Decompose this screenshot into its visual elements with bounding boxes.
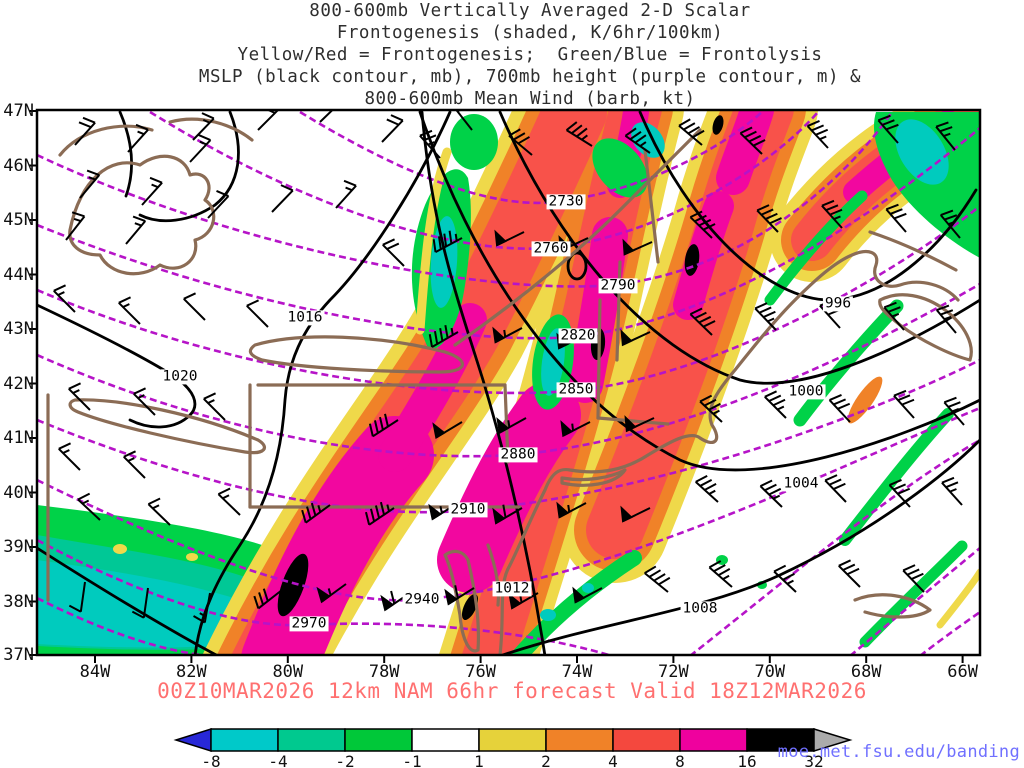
lon-label-82W: 82W [176,662,207,682]
height-contour-label-2970: 2970 [289,615,329,632]
colorbar-tick--4: -4 [268,752,288,768]
mslp-contour-label-996: 996 [822,295,854,312]
lat-label-43N: 43N [3,319,34,339]
height-contour-label-2910: 2910 [448,501,488,518]
lon-label-72W: 72W [658,662,689,682]
colorbar-tick-2: 2 [541,752,551,768]
lon-label-74W: 74W [561,662,593,682]
mslp-contour-label-1016: 1016 [285,309,325,326]
colorbar-tick--8: -8 [201,752,221,768]
height-contour-label-2880: 2880 [498,446,538,463]
chart-title-line-4: MSLP (black contour, mb), 700mb height (… [198,67,862,87]
lat-label-47N: 47N [3,101,34,121]
lon-label-84W: 84W [79,662,111,682]
lon-label-76W: 76W [465,662,496,682]
height-contour-label-2730: 2730 [546,193,586,210]
mslp-contour-label-1020: 1020 [160,368,200,385]
mslp-contour-label-1000: 1000 [786,383,826,400]
lat-label-44N: 44N [3,264,34,285]
colorbar-tick-1: 1 [474,752,484,768]
lon-label-78W: 78W [368,662,400,682]
lat-label-46N: 46N [3,155,34,176]
colorbar-tick-4: 4 [608,752,618,768]
lon-label-80W: 80W [272,662,304,682]
lat-label-42N: 42N [3,373,34,394]
lat-label-37N: 37N [3,645,34,665]
lon-label-66W: 66W [947,662,978,682]
mslp-contour-label-1012: 1012 [492,580,532,597]
mslp-contour-label-1004: 1004 [781,475,821,492]
colorbar-tick-8: 8 [675,752,685,768]
colorbar [173,727,853,753]
map-graphics [37,110,980,655]
height-contour-label-2790: 2790 [598,277,638,294]
chart-title-line-2: Frontogenesis (shaded, K/6hr/100km) [336,23,724,43]
chart-title-line-5: 800-600mb Mean Wind (barb, kt) [364,89,696,109]
height-contour-label-2760: 2760 [531,240,571,257]
lat-label-41N: 41N [3,428,34,448]
map-frame [29,108,982,663]
chart-title-line-3: Yellow/Red = Frontogenesis; Green/Blue =… [237,45,823,65]
colorbar-tick--1: -1 [402,752,422,768]
colorbar-tick--2: -2 [335,752,355,768]
lat-label-38N: 38N [3,591,34,612]
forecast-caption: 00Z10MAR2026 12km NAM 66hr forecast Vali… [157,679,867,703]
height-contour-label-2820: 2820 [558,327,598,344]
chart-title-line-1: 800-600mb Vertically Averaged 2-D Scalar [309,1,751,21]
lat-label-40N: 40N [3,482,34,503]
colorbar-tick-16: 16 [737,752,757,768]
lat-label-39N: 39N [3,537,34,557]
lon-label-68W: 68W [850,662,882,682]
credit-link[interactable]: moe.met.fsu.edu/banding [777,742,1020,762]
state-borders [46,117,973,655]
lat-label-45N: 45N [3,210,34,230]
mslp-contour-label-1008: 1008 [680,600,720,617]
frontogenesis-shading [37,110,980,655]
height-contour-label-2940: 2940 [402,591,442,608]
lon-label-70W: 70W [754,662,786,682]
colorbar-tick-32: 32 [804,752,824,768]
height-contour-label-2850: 2850 [556,381,596,398]
